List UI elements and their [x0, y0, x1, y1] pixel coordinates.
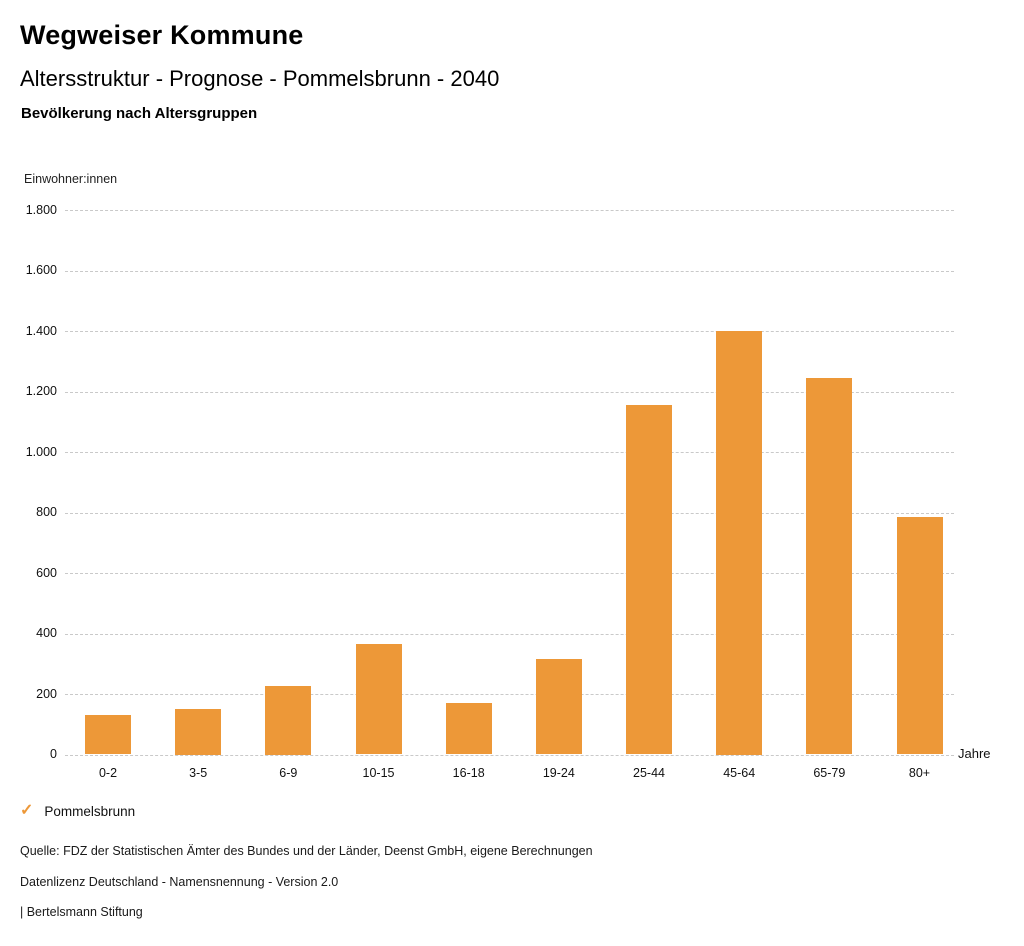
gridline-1.200	[65, 391, 954, 393]
x-tick-label-25-44: 25-44	[633, 766, 665, 780]
y-tick-label: 1.400	[25, 323, 57, 338]
gridline-800	[65, 512, 954, 514]
bar-0-2[interactable]	[85, 715, 131, 755]
license-text: Datenlizenz Deutschland - Namensnennung …	[20, 875, 339, 889]
gridline-600	[65, 573, 954, 574]
y-tick-label: 600	[36, 565, 57, 580]
legend-item-pommelsbrunn[interactable]: ✓ Pommelsbrunn	[20, 803, 135, 819]
bar-6-9[interactable]	[265, 686, 312, 755]
x-tick-label-45-64: 45-64	[723, 766, 756, 780]
bar-16-18[interactable]	[445, 703, 492, 755]
check-icon: ✓	[20, 802, 34, 819]
y-axis-unit-label: Einwohner:innen	[24, 172, 118, 186]
bar-65-79[interactable]	[806, 377, 853, 755]
legend-label: Pommelsbrunn	[44, 803, 136, 819]
bar-19-24[interactable]	[535, 659, 582, 755]
x-tick-label-10-15: 10-15	[362, 766, 395, 780]
gridline-400	[65, 633, 954, 635]
y-tick-label: 1.000	[25, 444, 57, 459]
x-tick-label-3-5: 3-5	[189, 766, 208, 780]
x-tick-label-80+: 80+	[908, 766, 931, 780]
x-tick-label-0-2: 0-2	[98, 766, 118, 780]
y-tick-label: 800	[36, 505, 57, 519]
y-tick-label: 1.200	[25, 384, 57, 398]
x-tick-label-19-24: 19-24	[542, 766, 575, 780]
bar-10-15[interactable]	[355, 644, 402, 755]
gridline-1.400	[65, 331, 954, 332]
bar-80+[interactable]	[896, 517, 943, 755]
gridline-1.600	[65, 270, 954, 272]
y-tick-label: 0	[50, 747, 57, 761]
gridline-200	[65, 694, 954, 695]
bar-45-64[interactable]	[716, 331, 763, 755]
x-tick-label-65-79: 65-79	[813, 766, 846, 780]
publisher-text: | Bertelsmann Stiftung	[20, 905, 143, 919]
x-tick-label-16-18: 16-18	[452, 766, 485, 780]
bar-25-44[interactable]	[626, 405, 673, 755]
bar-3-5[interactable]	[175, 709, 222, 755]
y-tick-label: 200	[36, 686, 57, 701]
y-tick-label: 1.600	[25, 263, 57, 277]
x-axis-unit-label: Jahre	[958, 746, 991, 761]
gridline-0	[65, 754, 954, 756]
y-tick-label: 400	[36, 626, 57, 640]
x-tick-label-6-9: 6-9	[279, 766, 298, 780]
gridline-1.800	[65, 210, 954, 211]
source-text: Quelle: FDZ der Statistischen Ämter des …	[20, 844, 593, 858]
brand-title: Wegweiser Kommune	[20, 20, 304, 50]
gridline-1.000	[65, 452, 954, 453]
chart-subtitle: Bevölkerung nach Altersgruppen	[21, 105, 258, 122]
chart-title: Altersstruktur - Prognose - Pommelsbrunn…	[20, 66, 500, 91]
y-tick-label: 1.800	[25, 202, 57, 217]
